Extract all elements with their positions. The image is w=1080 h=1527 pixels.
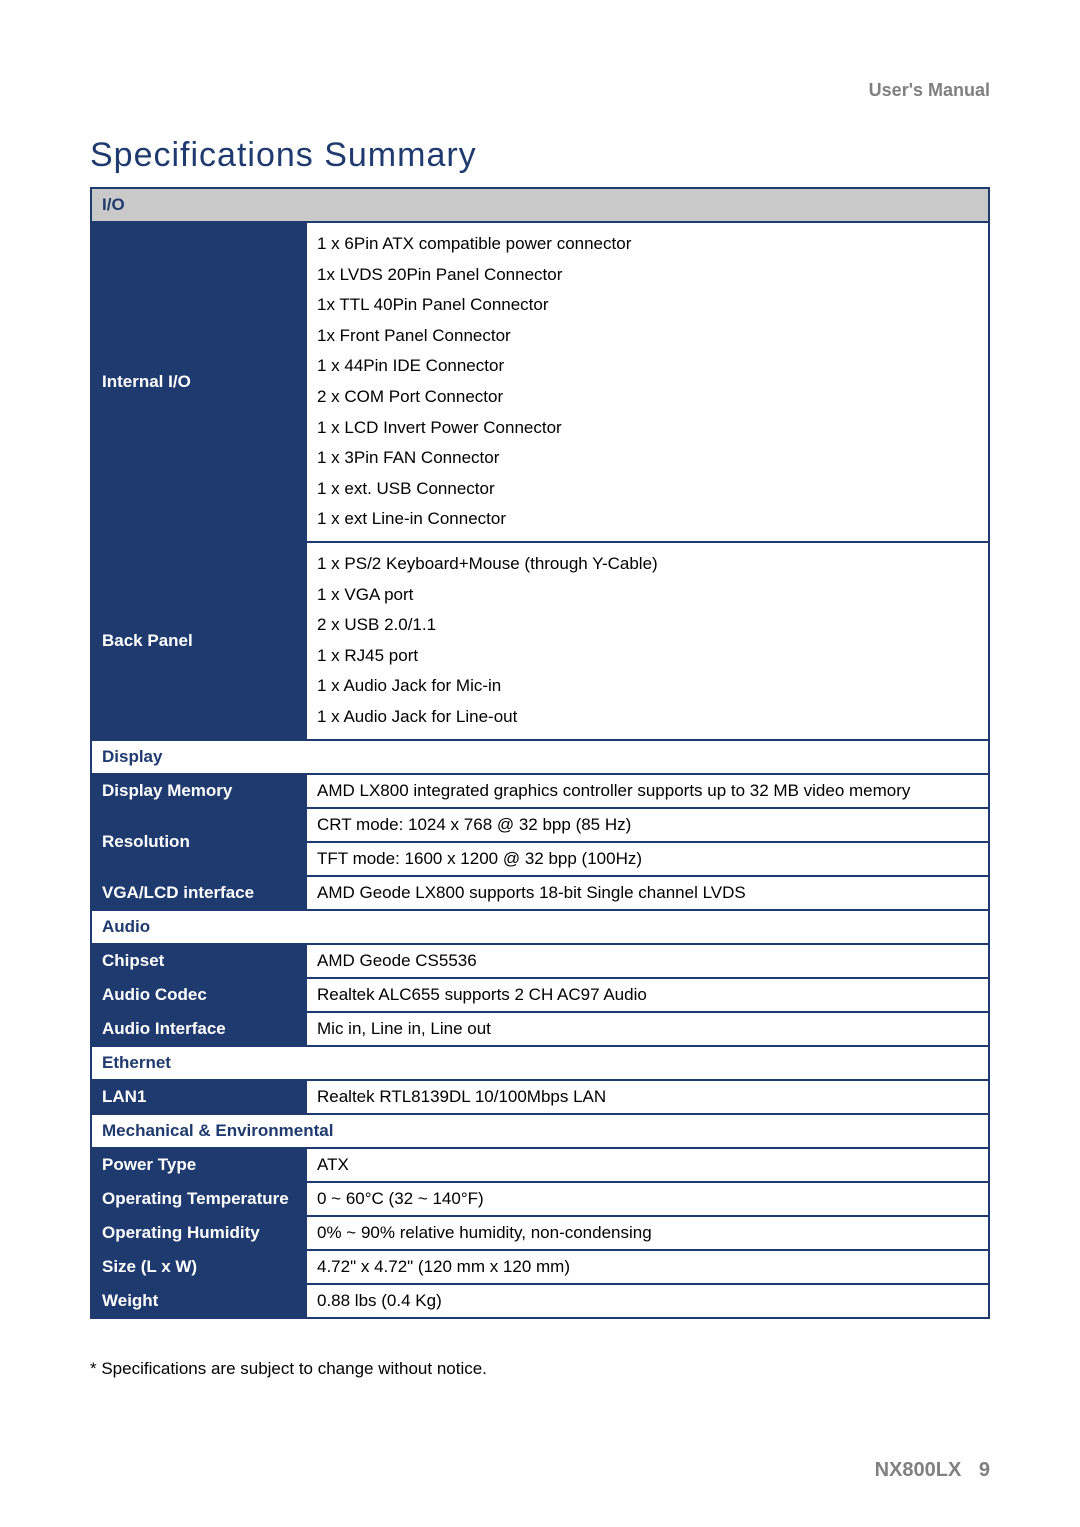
label-internal-io: Internal I/O: [91, 222, 306, 542]
value-audio-interface: Mic in, Line in, Line out: [306, 1012, 989, 1046]
section-header-audio: Audio: [91, 910, 989, 944]
footnote: * Specifications are subject to change w…: [90, 1359, 990, 1379]
label-size: Size (L x W): [91, 1250, 306, 1284]
spec-table: I/O Internal I/O 1 x 6Pin ATX compatible…: [90, 187, 990, 1319]
label-vga-lcd: VGA/LCD interface: [91, 876, 306, 910]
value-power-type: ATX: [306, 1148, 989, 1182]
value-lan1: Realtek RTL8139DL 10/100Mbps LAN: [306, 1080, 989, 1114]
value-back-panel: 1 x PS/2 Keyboard+Mouse (through Y-Cable…: [306, 542, 989, 740]
label-operating-temp: Operating Temperature: [91, 1182, 306, 1216]
value-audio-codec: Realtek ALC655 supports 2 CH AC97 Audio: [306, 978, 989, 1012]
label-chipset: Chipset: [91, 944, 306, 978]
section-header-display: Display: [91, 740, 989, 774]
label-display-memory: Display Memory: [91, 774, 306, 808]
value-size: 4.72" x 4.72" (120 mm x 120 mm): [306, 1250, 989, 1284]
value-chipset: AMD Geode CS5536: [306, 944, 989, 978]
label-weight: Weight: [91, 1284, 306, 1318]
label-operating-humidity: Operating Humidity: [91, 1216, 306, 1250]
label-back-panel: Back Panel: [91, 542, 306, 740]
value-vga-lcd: AMD Geode LX800 supports 18-bit Single c…: [306, 876, 989, 910]
page-title: Specifications Summary: [90, 136, 990, 175]
value-resolution-0: CRT mode: 1024 x 768 @ 32 bpp (85 Hz): [306, 808, 989, 842]
label-lan1: LAN1: [91, 1080, 306, 1114]
label-power-type: Power Type: [91, 1148, 306, 1182]
value-operating-humidity: 0% ~ 90% relative humidity, non-condensi…: [306, 1216, 989, 1250]
label-audio-interface: Audio Interface: [91, 1012, 306, 1046]
section-header-ethernet: Ethernet: [91, 1046, 989, 1080]
label-resolution: Resolution: [91, 808, 306, 876]
value-operating-temp: 0 ~ 60°C (32 ~ 140°F): [306, 1182, 989, 1216]
footer: NX800LX 9: [875, 1459, 990, 1482]
footer-page: 9: [979, 1459, 990, 1481]
value-display-memory: AMD LX800 integrated graphics controller…: [306, 774, 989, 808]
section-header-mech: Mechanical & Environmental: [91, 1114, 989, 1148]
value-resolution-1: TFT mode: 1600 x 1200 @ 32 bpp (100Hz): [306, 842, 989, 876]
header-right: User's Manual: [90, 80, 990, 101]
footer-model: NX800LX: [875, 1459, 962, 1481]
section-header-io: I/O: [91, 188, 989, 222]
value-weight: 0.88 lbs (0.4 Kg): [306, 1284, 989, 1318]
value-internal-io: 1 x 6Pin ATX compatible power connector1…: [306, 222, 989, 542]
label-audio-codec: Audio Codec: [91, 978, 306, 1012]
